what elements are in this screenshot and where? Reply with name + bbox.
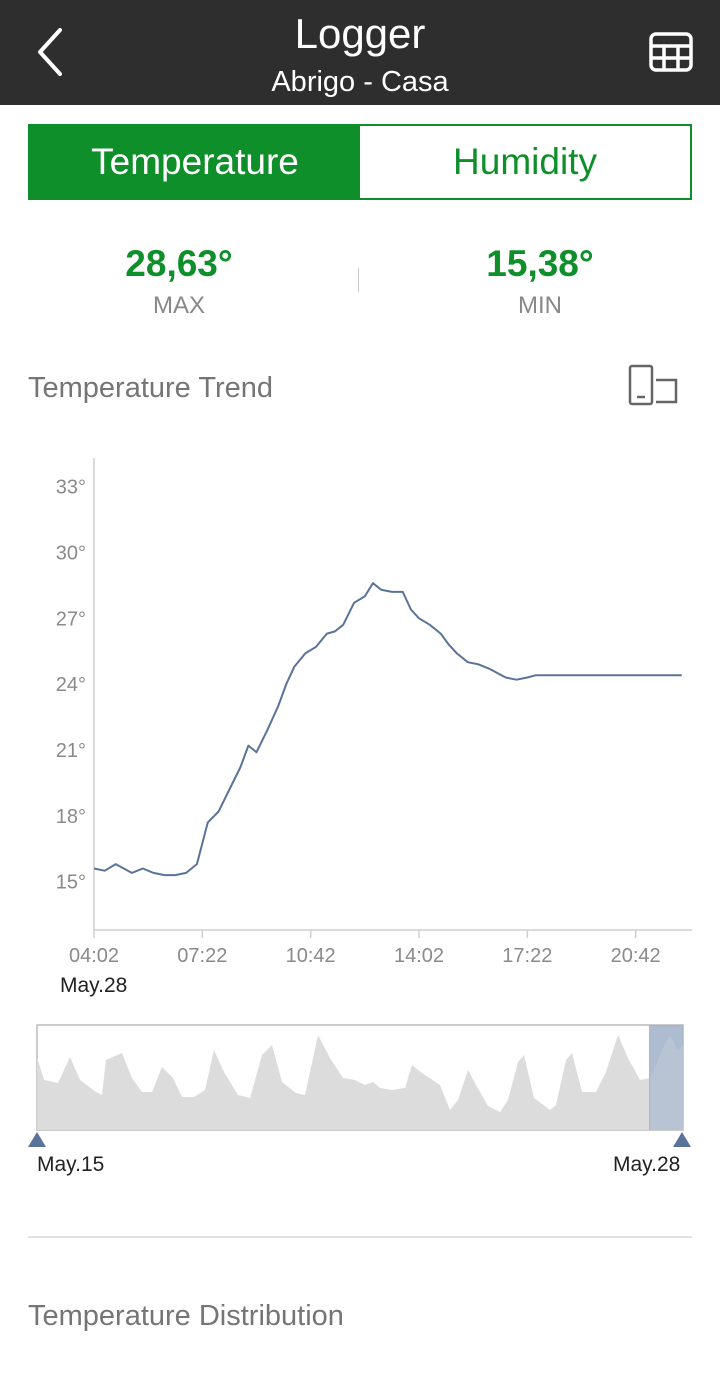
y-tick-label: 18° (56, 806, 86, 828)
max-stat: 28,63° MAX (29, 240, 329, 324)
navigator-start-label: May.15 (37, 1153, 105, 1176)
series-group (93, 582, 682, 877)
chart-date-label: May.28 (60, 974, 128, 997)
max-value: 28,63° (125, 243, 233, 284)
min-value: 15,38° (486, 243, 594, 284)
distribution-title: Temperature Distribution (28, 1300, 344, 1332)
y-tick-label: 21° (56, 740, 86, 762)
section-divider (28, 1236, 692, 1238)
chevron-left-icon (38, 28, 62, 76)
max-label: MAX (152, 292, 205, 319)
trend-title: Temperature Trend (28, 372, 274, 404)
chart-axes (93, 458, 692, 931)
y-tick-label: 30° (56, 542, 86, 564)
y-tick-label: 33° (56, 477, 86, 499)
stat-divider (358, 268, 359, 292)
app-header: Logger Abrigo - Casa (0, 0, 720, 105)
rotate-screen-button[interactable] (626, 364, 682, 406)
rotate-screen-icon (628, 364, 678, 406)
y-tick-label: 27° (56, 608, 86, 630)
y-tick-label: 15° (56, 872, 86, 894)
temperature-series-line (93, 582, 682, 877)
navigator-end-label: May.28 (613, 1153, 681, 1176)
navigator-handle-left[interactable] (28, 1132, 46, 1147)
metric-tabs: Temperature Humidity (28, 124, 692, 200)
x-tick-label: 07:22 (177, 945, 227, 967)
x-axis-ticks: 04:02 07:22 10:42 14:02 17:22 20:42 (69, 930, 661, 967)
min-stat: 15,38° MIN (390, 240, 690, 324)
x-tick-label: 20:42 (611, 945, 661, 967)
x-tick-label: 04:02 (69, 945, 119, 967)
page-subtitle: Abrigo - Casa (271, 66, 449, 98)
min-label: MIN (518, 292, 562, 319)
time-range-navigator[interactable] (0, 1020, 720, 1180)
tab-humidity[interactable]: Humidity (360, 126, 690, 198)
y-tick-label: 24° (56, 674, 86, 696)
temperature-trend-chart: 33° 30° 27° 24° 21° 18° 15° 04:02 07:22 10:42 14:… (56, 458, 692, 967)
navigator-handle-right[interactable] (673, 1132, 691, 1147)
tab-temperature[interactable]: Temperature (30, 126, 360, 198)
navigator-selected-area (650, 1035, 683, 1130)
y-axis-ticks: 33° 30° 27° 24° 21° 18° 15° (56, 477, 86, 894)
back-button[interactable] (28, 22, 72, 82)
x-tick-label: 14:02 (394, 945, 444, 967)
table-view-button[interactable] (645, 28, 697, 78)
x-tick-label: 17:22 (502, 945, 552, 967)
table-grid-icon (649, 32, 693, 72)
navigator-area (37, 1035, 650, 1130)
page-title: Logger (294, 10, 426, 57)
x-tick-label: 10:42 (286, 945, 336, 967)
